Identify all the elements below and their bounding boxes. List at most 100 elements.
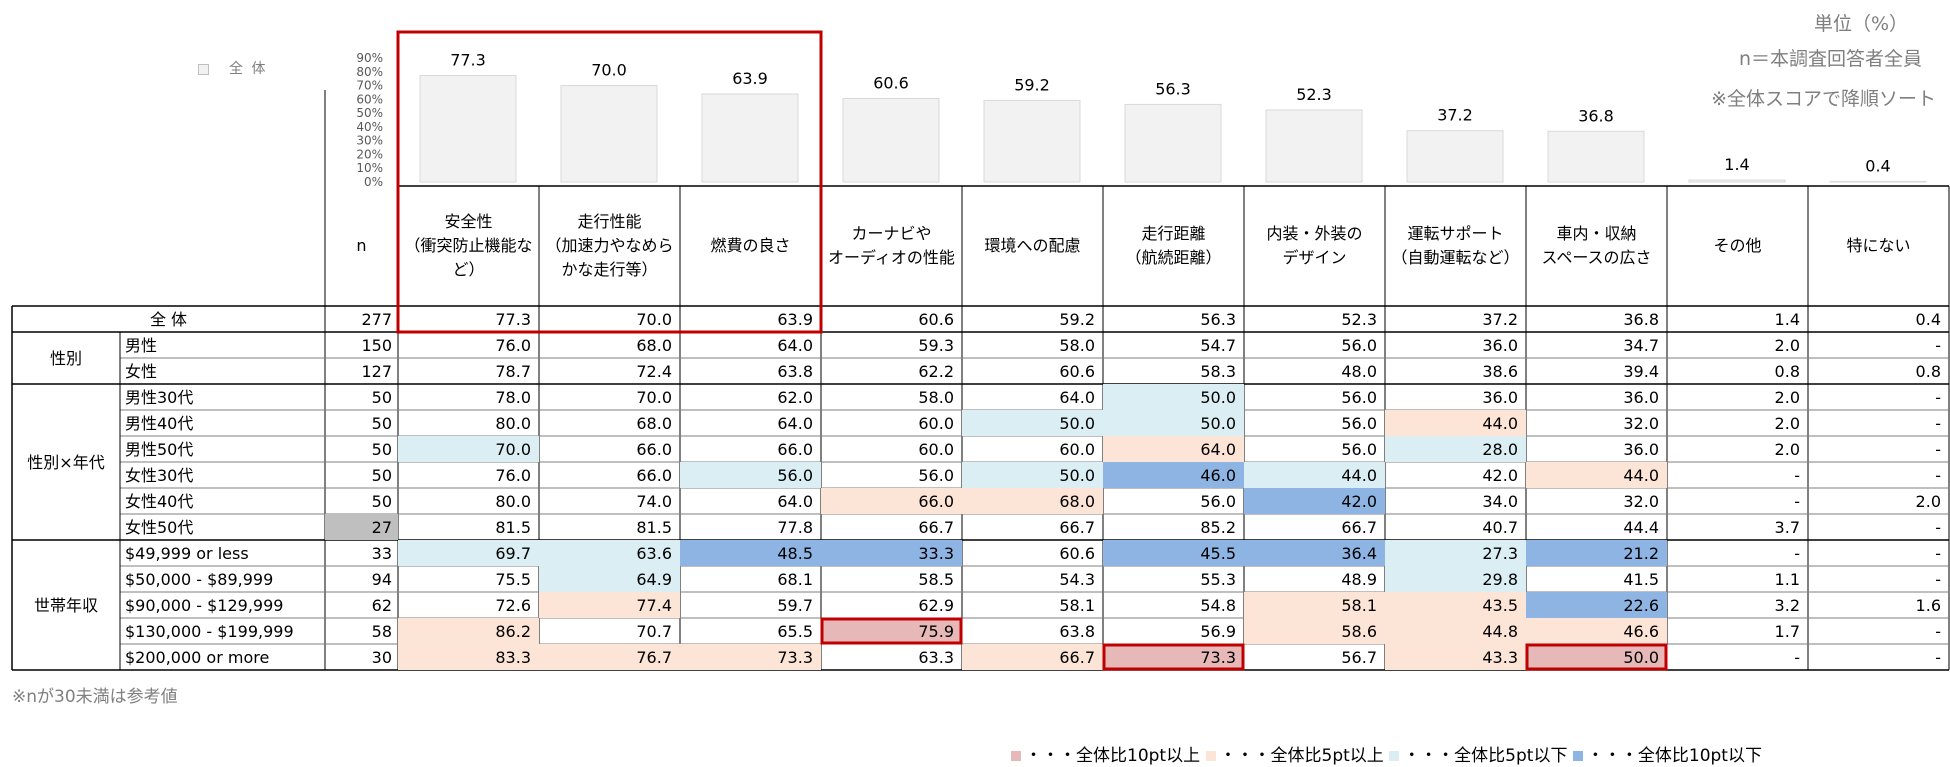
shaded-cell <box>1103 462 1244 488</box>
group-label: 世帯年収 <box>34 596 98 615</box>
bar-value-label: 77.3 <box>450 50 486 69</box>
shaded-cell <box>1244 540 1385 566</box>
unit-label: 単位（%） <box>1813 13 1908 35</box>
cell-value: 56.0 <box>1341 388 1377 407</box>
cell-value: 81.5 <box>636 518 672 537</box>
cell-value: 55.3 <box>1200 570 1236 589</box>
bar <box>560 85 658 183</box>
cell-value: 63.3 <box>918 648 954 667</box>
cell-value: 77.8 <box>777 518 813 537</box>
row-label: $50,000 - $89,999 <box>125 570 273 589</box>
cell-value: 50.0 <box>1623 648 1659 667</box>
cell-value: 46.6 <box>1623 622 1659 641</box>
bar-value-label: 52.3 <box>1296 85 1332 104</box>
bar-value-label: 0.4 <box>1865 156 1890 175</box>
shaded-cell <box>1385 436 1526 462</box>
n-value: 27 <box>372 518 392 537</box>
legend-item-lo10: ・・・全体比10pt以下 <box>1572 746 1762 766</box>
cell-value: 52.3 <box>1341 310 1377 329</box>
cell-value: 38.6 <box>1482 362 1518 381</box>
cell-value: 74.0 <box>636 492 672 511</box>
y-tick-label: 50% <box>356 106 383 120</box>
cell-value: 70.0 <box>636 310 672 329</box>
cell-value: 75.9 <box>918 622 954 641</box>
shaded-cell <box>821 618 962 644</box>
n-value: 50 <box>372 466 392 485</box>
cell-value: 43.3 <box>1482 648 1518 667</box>
cell-value: - <box>1935 466 1941 485</box>
shaded-cell <box>539 566 680 592</box>
cell-value: 66.0 <box>777 440 813 459</box>
cell-value: 50.0 <box>1200 388 1236 407</box>
shaded-cell <box>821 488 962 514</box>
cell-value: 44.0 <box>1623 466 1659 485</box>
cell-value: 60.0 <box>1059 440 1095 459</box>
shaded-cell <box>1385 644 1526 670</box>
cell-value: 0.8 <box>1916 362 1941 381</box>
row-label: 女性50代 <box>125 518 193 537</box>
cell-value: 50.0 <box>1200 414 1236 433</box>
row-label: 全 体 <box>150 310 187 329</box>
cell-value: 58.5 <box>918 570 954 589</box>
cell-value: 85.2 <box>1200 518 1236 537</box>
row-label: $90,000 - $129,999 <box>125 596 283 615</box>
cell-value: 36.4 <box>1341 544 1377 563</box>
cell-value: 50.0 <box>1059 466 1095 485</box>
cell-value: 56.0 <box>1341 440 1377 459</box>
n-value: 50 <box>372 492 392 511</box>
cell-value: 64.0 <box>1059 388 1095 407</box>
cell-value: 34.7 <box>1623 336 1659 355</box>
cell-value: 56.0 <box>777 466 813 485</box>
bar <box>701 93 799 183</box>
cell-value: - <box>1794 492 1800 511</box>
cell-value: - <box>1935 648 1941 667</box>
category-label: かな走行等） <box>561 260 657 279</box>
row-label: $130,000 - $199,999 <box>125 622 294 641</box>
shaded-cell <box>1385 566 1526 592</box>
shaded-cell <box>962 462 1103 488</box>
row-label: $200,000 or more <box>125 648 269 667</box>
cell-value: 44.0 <box>1341 466 1377 485</box>
cell-value: 56.0 <box>1200 492 1236 511</box>
cell-value: 66.7 <box>918 518 954 537</box>
bar <box>1829 180 1927 183</box>
cell-value: 73.3 <box>777 648 813 667</box>
cell-value: 72.4 <box>636 362 672 381</box>
cell-value: - <box>1935 544 1941 563</box>
cell-value: 42.0 <box>1482 466 1518 485</box>
footnote: ※nが30未満は参考値 <box>12 687 178 707</box>
legend-text: ・・・全体比5pt以上 <box>1219 746 1384 766</box>
category-label: 燃費の良さ <box>710 236 790 255</box>
bar-value-label: 37.2 <box>1437 106 1473 125</box>
y-tick-label: 90% <box>356 51 383 65</box>
shaded-cell <box>1526 462 1667 488</box>
cell-value: - <box>1935 440 1941 459</box>
cell-value: 68.0 <box>636 336 672 355</box>
bar-value-label: 36.8 <box>1578 106 1614 125</box>
cell-value: 86.2 <box>495 622 531 641</box>
cell-value: 68.0 <box>1059 492 1095 511</box>
shade-legend: ・・・全体比10pt以上 ・・・全体比5pt以上 ・・・全体比5pt以下 ・・・… <box>1011 741 1762 766</box>
cell-value: 64.0 <box>1200 440 1236 459</box>
base-label: n＝本調査回答者全員 <box>1738 48 1922 70</box>
row-label: 男性40代 <box>125 414 193 433</box>
shaded-cell <box>1103 436 1244 462</box>
bar <box>1265 109 1363 183</box>
cell-value: 54.8 <box>1200 596 1236 615</box>
cell-value: 54.7 <box>1200 336 1236 355</box>
n-value: 62 <box>372 596 392 615</box>
cell-value: 1.4 <box>1775 310 1800 329</box>
cell-value: 34.0 <box>1482 492 1518 511</box>
cell-value: 33.3 <box>918 544 954 563</box>
bar-value-label: 59.2 <box>1014 75 1050 94</box>
n-value: 50 <box>372 414 392 433</box>
cell-value: 27.3 <box>1482 544 1518 563</box>
shaded-cell <box>1526 592 1667 618</box>
cell-value: 60.0 <box>918 440 954 459</box>
bar <box>1688 179 1786 183</box>
cell-value: 68.1 <box>777 570 813 589</box>
cell-value: 58.1 <box>1059 596 1095 615</box>
legend-swatch <box>1572 751 1583 761</box>
